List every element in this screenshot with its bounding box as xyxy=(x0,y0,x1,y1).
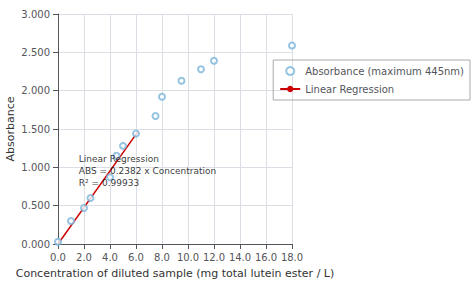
svg-text:10.0: 10.0 xyxy=(177,252,199,263)
svg-text:4.0: 4.0 xyxy=(102,252,118,263)
svg-text:12.0: 12.0 xyxy=(203,252,225,263)
svg-text:Concentration of diluted sampl: Concentration of diluted sample (mg tota… xyxy=(16,267,335,280)
svg-text:1.500: 1.500 xyxy=(21,124,50,135)
svg-text:14.0: 14.0 xyxy=(229,252,251,263)
svg-text:3.000: 3.000 xyxy=(21,9,50,20)
svg-text:2.500: 2.500 xyxy=(21,47,50,58)
svg-text:0.0: 0.0 xyxy=(50,252,66,263)
svg-text:1.000: 1.000 xyxy=(21,162,50,173)
svg-text:R² = 0.99933: R² = 0.99933 xyxy=(79,178,139,188)
svg-text:Absorbance (maximum 445nm): Absorbance (maximum 445nm) xyxy=(305,66,464,77)
svg-text:18.0: 18.0 xyxy=(281,252,303,263)
svg-text:0.000: 0.000 xyxy=(21,239,50,250)
svg-text:ABS = 0.2382 x Concentration: ABS = 0.2382 x Concentration xyxy=(79,166,216,176)
svg-text:8.0: 8.0 xyxy=(154,252,170,263)
svg-text:6.0: 6.0 xyxy=(128,252,144,263)
svg-text:16.0: 16.0 xyxy=(255,252,277,263)
svg-text:2.000: 2.000 xyxy=(21,85,50,96)
svg-text:2.0: 2.0 xyxy=(76,252,92,263)
svg-text:Absorbance: Absorbance xyxy=(4,96,17,161)
svg-text:Linear Regression: Linear Regression xyxy=(79,154,159,164)
svg-text:Linear Regression: Linear Regression xyxy=(305,84,394,95)
svg-text:0.500: 0.500 xyxy=(21,200,50,211)
